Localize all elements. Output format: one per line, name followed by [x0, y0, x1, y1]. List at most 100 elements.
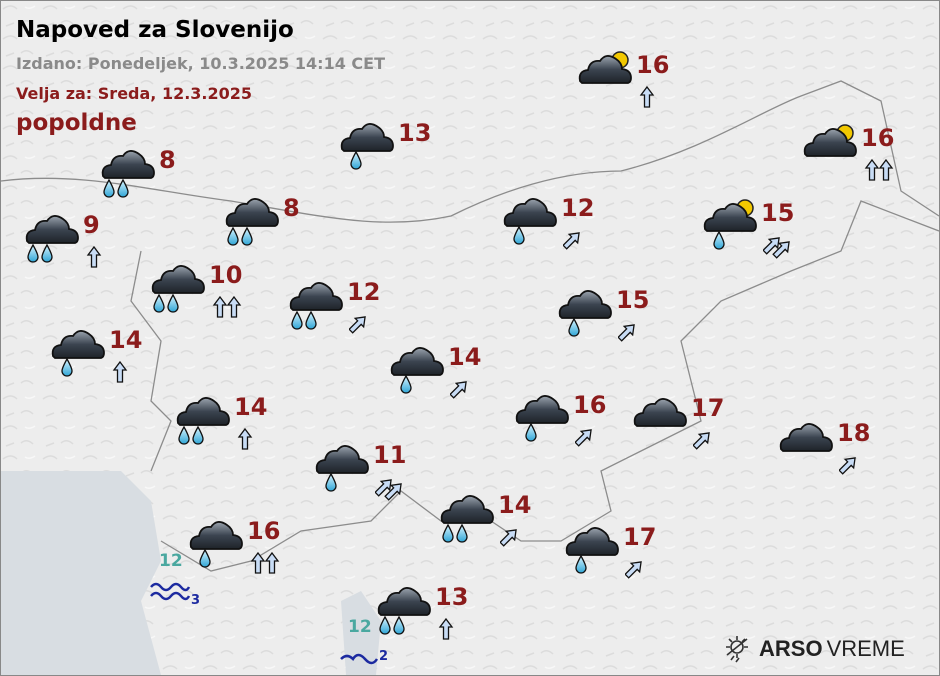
sea-area	[341, 591, 381, 675]
sea-temperature: 12	[159, 551, 183, 571]
forecast-period: popoldne	[16, 110, 137, 136]
cloud-rain-icon	[315, 445, 369, 492]
issued-timestamp: Izdano: Ponedeljek, 10.3.2025 14:14 CET	[16, 54, 385, 73]
cloud-sun-icon	[803, 124, 857, 157]
temperature: 13	[435, 583, 469, 611]
temperature: 16	[573, 391, 607, 419]
forecast-station: 13	[375, 583, 468, 640]
temperature: 8	[283, 194, 300, 222]
wind-arrow-icon	[864, 158, 894, 181]
wind-arrow-icon	[349, 316, 366, 334]
cloud-heavy-rain-icon	[101, 150, 155, 198]
forecast-station: 10	[149, 261, 242, 318]
wind-arrow-icon	[625, 561, 642, 579]
cloud-rain-icon	[558, 290, 612, 337]
cloud-heavy-rain-icon	[176, 397, 230, 445]
temperature: 12	[347, 278, 381, 306]
cloud-heavy-rain-icon	[25, 215, 79, 263]
cloud-heavy-rain-icon	[151, 265, 205, 313]
forecast-station: 15	[556, 286, 649, 342]
temperature: 17	[623, 523, 657, 551]
sea-area	[1, 471, 161, 675]
cloud-rain-icon	[51, 330, 105, 377]
wind-arrow-icon	[763, 237, 790, 259]
temperature: 14	[498, 491, 532, 519]
logo-brand: ARSO	[759, 636, 823, 661]
forecast-station: 14	[438, 491, 531, 547]
wind-arrow-icon	[618, 324, 635, 342]
wave-height: 3	[191, 593, 201, 608]
valid-date: Velja za: Sreda, 12.3.2025	[16, 84, 253, 103]
wind-arrow-icon	[237, 427, 253, 450]
cloud-sun-rain-icon	[703, 199, 757, 250]
forecast-station: 18	[777, 419, 870, 475]
forecast-station: 8	[99, 146, 176, 198]
temperature: 12	[561, 194, 595, 222]
cloud-heavy-rain-icon	[377, 587, 431, 635]
wind-arrow-icon	[250, 551, 280, 574]
wave-indicator: 2	[339, 643, 388, 671]
temperature: 18	[837, 419, 871, 447]
cloud-rain-icon	[390, 347, 444, 394]
border-line	[160, 200, 939, 572]
forecast-station: 12	[501, 194, 594, 250]
arso-vreme-logo: ARSO VREME	[723, 635, 905, 663]
temperature: 8	[159, 146, 176, 174]
wind-arrow-icon	[375, 479, 402, 501]
forecast-station: 17	[631, 394, 724, 450]
waves-icon	[150, 582, 191, 601]
logo-product: VREME	[826, 636, 905, 661]
cloud-sun-icon	[578, 51, 632, 84]
wind-arrow-icon	[693, 432, 710, 450]
page-title: Napoved za Slovenijo	[16, 17, 294, 43]
temperature: 10	[209, 261, 243, 289]
wind-arrow-icon	[563, 232, 580, 250]
cloud-rain-icon	[340, 123, 394, 170]
forecast-station: 16	[801, 124, 894, 181]
cloud-icon	[779, 423, 833, 452]
wave-icon	[340, 653, 379, 665]
temperature: 11	[373, 441, 407, 469]
forecast-station: 11	[313, 441, 406, 501]
wind-arrow-icon	[639, 85, 655, 108]
wind-arrow-icon	[438, 617, 454, 640]
cloud-rain-icon	[565, 527, 619, 574]
temperature: 15	[616, 286, 650, 314]
border-line	[1, 80, 939, 223]
temperature: 16	[636, 51, 670, 79]
cloud-heavy-rain-icon	[289, 282, 343, 330]
wind-arrow-icon	[575, 429, 592, 447]
wind-arrow-icon	[112, 360, 128, 383]
forecast-station: 14	[49, 326, 142, 383]
forecast-station: 16	[513, 391, 606, 447]
temperature: 15	[761, 199, 795, 227]
temperature: 14	[448, 343, 482, 371]
wave-height: 2	[379, 649, 389, 664]
temperature: 13	[398, 119, 432, 147]
cloud-icon	[633, 398, 687, 427]
cloud-heavy-rain-icon	[440, 495, 494, 543]
border-line	[130, 250, 172, 472]
forecast-station: 17	[563, 523, 656, 579]
sun-logo-icon	[726, 636, 748, 663]
wind-arrow-icon	[839, 457, 856, 475]
forecast-station: 14	[174, 393, 267, 450]
forecast-station: 14	[388, 343, 481, 399]
forecast-station: 15	[701, 199, 794, 259]
forecast-station: 16	[187, 517, 280, 574]
forecast-station: 16	[576, 51, 669, 108]
cloud-rain-icon	[189, 521, 243, 568]
forecast-station: 8	[223, 194, 300, 246]
cloud-rain-icon	[515, 395, 569, 442]
cloud-rain-icon	[503, 198, 557, 245]
temperature: 17	[691, 394, 725, 422]
temperature: 14	[234, 393, 268, 421]
temperature: 14	[109, 326, 143, 354]
temperature: 9	[83, 211, 100, 239]
forecast-station: 12	[287, 278, 380, 334]
forecast-station: 9	[23, 211, 102, 268]
cloud-heavy-rain-icon	[225, 198, 279, 246]
wind-arrow-icon	[212, 295, 242, 318]
